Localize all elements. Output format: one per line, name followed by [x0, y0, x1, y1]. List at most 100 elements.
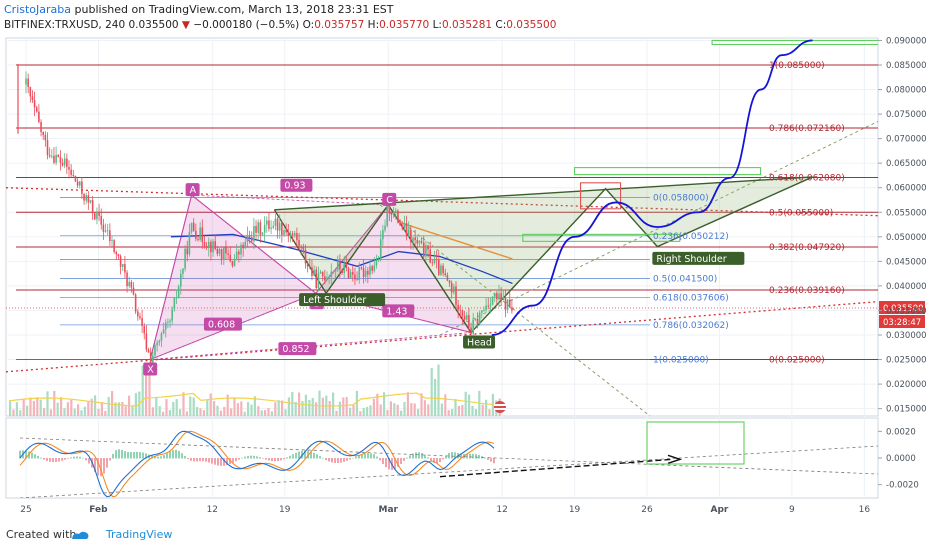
high-value: 0.035770 — [379, 19, 430, 31]
tradingview-brand[interactable]: TradingView — [105, 528, 173, 541]
volume-bar — [281, 400, 284, 416]
candle-body — [311, 267, 313, 276]
volume-bar — [257, 406, 260, 416]
volume-bar — [206, 400, 209, 416]
candle-body — [199, 227, 201, 240]
price-tick-label: 0.040000 — [886, 282, 927, 292]
candle-body — [268, 220, 270, 229]
symbol-label: BITFINEX:TRXUSD, 240 — [4, 19, 126, 31]
volume-bar — [219, 410, 222, 416]
candle-body — [321, 271, 324, 277]
candle-body — [38, 111, 40, 122]
volume-bar — [155, 396, 158, 416]
candle-body — [326, 277, 328, 281]
candle-body — [496, 293, 498, 300]
event-flag-icon[interactable] — [494, 401, 506, 413]
price-tick-label: 0.060000 — [886, 184, 927, 194]
volume-bar — [461, 404, 464, 416]
volume-bar — [284, 409, 287, 416]
harmonic-ratio-label: 0.93 — [284, 181, 305, 192]
histogram-bar — [454, 452, 456, 459]
candle-body — [145, 333, 148, 350]
candle-body — [444, 273, 447, 276]
histogram-bar — [472, 453, 474, 459]
volume-bar — [145, 369, 148, 416]
histogram-bar — [373, 454, 375, 459]
histogram-bar — [118, 449, 120, 459]
volume-bar — [63, 408, 66, 416]
candle-body — [306, 263, 309, 267]
candle-body — [227, 253, 229, 255]
histogram-bar — [400, 458, 402, 464]
close-label: C: — [495, 19, 507, 31]
volume-bar — [56, 402, 59, 416]
histogram-bar — [337, 458, 339, 464]
histogram-bar — [211, 458, 213, 464]
volume-bar — [383, 392, 386, 416]
volume-bar — [196, 406, 199, 416]
candle-body — [332, 271, 335, 273]
volume-bar — [420, 393, 423, 416]
volume-bar — [236, 403, 239, 416]
candle-body — [57, 154, 60, 158]
candle-body — [369, 266, 371, 275]
volume-bar — [369, 405, 372, 416]
candle-body — [74, 175, 77, 182]
volume-bar — [216, 405, 219, 416]
volume-bar — [362, 407, 365, 416]
histogram-bar — [370, 453, 372, 459]
osc-trendline — [19, 445, 878, 498]
histogram-bar — [115, 450, 117, 459]
fib-blue-label: 0.618(0.037606) — [653, 294, 729, 304]
volume-bar — [134, 393, 137, 416]
candle-body — [156, 342, 158, 346]
osc-tick-label: 0.0020 — [886, 427, 916, 437]
volume-bar — [376, 393, 379, 416]
time-tick-label: 25 — [20, 505, 31, 515]
histogram-bar — [358, 455, 360, 459]
current-price-tag-bg — [879, 301, 925, 314]
histogram-bar — [319, 456, 321, 459]
volume-bar — [488, 409, 491, 416]
candle-body — [324, 276, 326, 281]
candle-body — [281, 222, 283, 235]
histogram-bar — [232, 458, 234, 463]
candle-body — [511, 307, 513, 311]
candle-body — [487, 305, 490, 307]
fib-red-label: 1(0.085000) — [769, 61, 825, 71]
candle-body — [190, 222, 193, 233]
histogram-bar — [157, 456, 159, 459]
histogram-bar — [187, 458, 189, 460]
price-tick-label: 0.085000 — [886, 61, 927, 71]
candle-body — [195, 230, 197, 239]
volume-bar — [338, 401, 341, 416]
candle-body — [418, 241, 421, 244]
candle-body — [395, 210, 397, 212]
macd-line — [19, 430, 495, 498]
candle-body — [433, 259, 436, 263]
author-link[interactable]: CristoJaraba — [4, 3, 72, 16]
volume-bar — [49, 409, 52, 416]
low-value: 0.035281 — [441, 19, 493, 31]
volume-bar — [410, 403, 413, 416]
candle-body — [61, 162, 64, 166]
histogram-bar — [265, 458, 267, 460]
histogram-bar — [241, 457, 243, 459]
candle-body — [158, 340, 161, 343]
candle-body — [143, 325, 146, 334]
down-arrow-icon: ▼ — [181, 19, 190, 31]
candle-body — [46, 140, 49, 156]
candle-body — [149, 352, 152, 364]
histogram-bar — [256, 456, 258, 459]
candle-body — [175, 297, 178, 299]
histogram-bar — [277, 458, 279, 462]
volume-bar — [77, 404, 80, 416]
volume-bar — [182, 392, 185, 416]
fib-blue-label: 1(0.025000) — [653, 356, 709, 366]
candle-body — [315, 269, 318, 289]
volume-bar — [315, 402, 318, 416]
harmonic-ratio-label: 0.852 — [282, 344, 309, 355]
candle-body — [130, 281, 133, 288]
histogram-bar — [82, 457, 84, 459]
